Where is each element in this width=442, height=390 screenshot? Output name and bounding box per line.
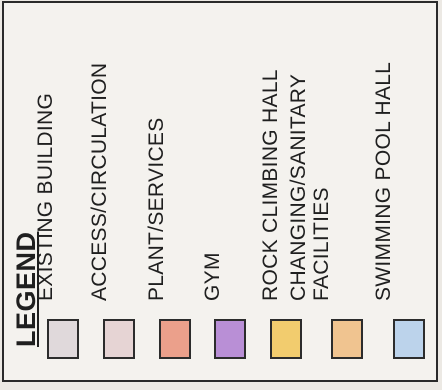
legend-swatch [103,319,135,359]
legend-label: PLANT/SERVICES [145,117,168,301]
legend-label: ROCK CLIMBING HALL [259,69,282,301]
legend-swatch [331,319,363,359]
legend-label: SWIMMING POOL HALL [372,61,395,301]
legend-swatch [159,319,191,359]
legend-swatch [47,319,79,359]
legend-frame [2,1,438,382]
legend-label: GYM [201,252,224,301]
legend-label: ACCESS/CIRCULATION [88,62,111,301]
legend-label: CHANGING/SANITARY FACILITIES [287,73,333,301]
legend-label: EXISTING BUILDING [34,92,57,301]
legend-swatch [214,319,246,359]
legend-swatch [270,319,302,359]
legend-swatch [393,319,425,359]
